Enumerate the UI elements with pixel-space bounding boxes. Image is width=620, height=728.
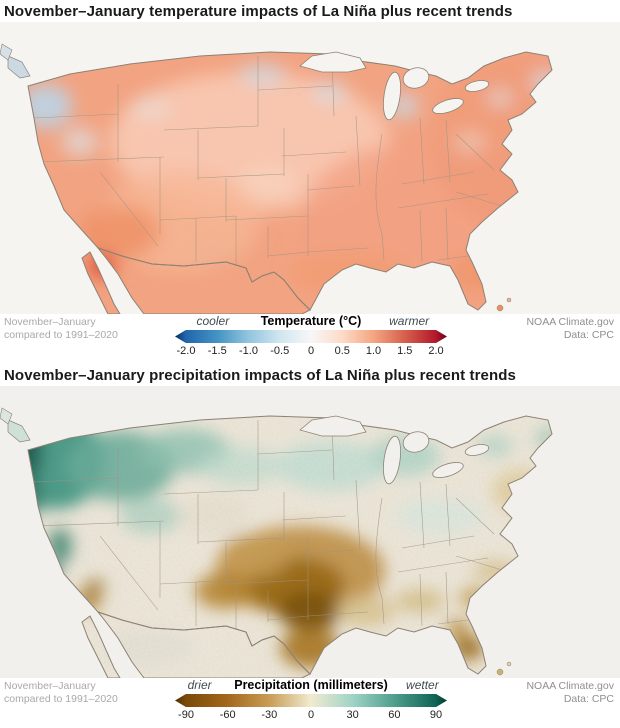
tick-label: -1.0 bbox=[239, 345, 258, 357]
great-lakes bbox=[299, 51, 490, 121]
wetter-label: wetter bbox=[406, 678, 439, 692]
islands bbox=[496, 297, 512, 312]
tick-label: 0.5 bbox=[334, 345, 350, 357]
baseline-note: November–January compared to 1991–2020 bbox=[4, 680, 118, 706]
temperature-footer: November–January compared to 1991–2020 c… bbox=[0, 314, 620, 364]
temperature-map bbox=[0, 22, 620, 314]
precipitation-colorbar-ticks: -90 -60 -30 0 30 60 90 bbox=[178, 709, 442, 723]
temperature-legend: cooler Temperature (°C) warmer -2.0 -1.5… bbox=[154, 314, 468, 359]
temperature-title: November–January temperature impacts of … bbox=[4, 3, 513, 20]
tick-label: -60 bbox=[219, 709, 236, 721]
temperature-map-svg bbox=[0, 22, 620, 314]
precipitation-map-svg bbox=[0, 386, 620, 678]
mexico bbox=[96, 610, 311, 678]
tick-label: 90 bbox=[429, 709, 443, 721]
precipitation-map bbox=[0, 386, 620, 678]
vancouver-island bbox=[7, 419, 31, 443]
la-nina-infographic: November–January temperature impacts of … bbox=[0, 3, 620, 728]
mexico bbox=[96, 246, 311, 314]
baseline-note: November–January compared to 1991–2020 bbox=[4, 316, 118, 342]
vancouver-island bbox=[7, 55, 31, 79]
great-lakes bbox=[299, 415, 490, 485]
precipitation-panel: November–January precipitation impacts o… bbox=[0, 367, 620, 728]
tick-label: 0 bbox=[307, 709, 315, 721]
precipitation-legend: drier Precipitation (millimeters) wetter… bbox=[154, 678, 468, 723]
cooler-label: cooler bbox=[196, 314, 230, 328]
canadian-island bbox=[0, 407, 13, 425]
tick-label: -30 bbox=[261, 709, 278, 721]
temperature-panel: November–January temperature impacts of … bbox=[0, 3, 620, 364]
tick-label: -2.0 bbox=[176, 345, 196, 357]
tick-label: 30 bbox=[346, 709, 359, 721]
state-borders bbox=[33, 56, 503, 266]
coastlines bbox=[27, 51, 553, 314]
warmer-label: warmer bbox=[389, 314, 430, 328]
baja-peninsula bbox=[81, 615, 121, 678]
tick-label: 1.5 bbox=[397, 345, 413, 357]
tick-label: 1.0 bbox=[365, 345, 382, 357]
temperature-colorbar-ticks: -2.0 -1.5 -1.0 -0.5 0 0.5 1.0 1.5 2.0 bbox=[177, 345, 444, 359]
temperature-legend-title: Temperature (°C) bbox=[260, 314, 362, 328]
state-borders bbox=[33, 420, 503, 630]
canadian-island bbox=[0, 43, 13, 61]
data-credit: NOAA Climate.gov Data: CPC bbox=[526, 316, 614, 342]
tick-label: 0 bbox=[307, 345, 315, 357]
data-credit: NOAA Climate.gov Data: CPC bbox=[526, 680, 614, 706]
precipitation-colorbar bbox=[175, 694, 447, 707]
tick-label: -90 bbox=[178, 709, 194, 721]
tick-label: -0.5 bbox=[270, 345, 290, 357]
islands bbox=[496, 661, 512, 676]
precipitation-legend-title: Precipitation (millimeters) bbox=[234, 678, 388, 692]
temperature-colorbar bbox=[175, 330, 447, 343]
coastlines bbox=[27, 415, 553, 678]
tick-label: 60 bbox=[388, 709, 401, 721]
drier-label: drier bbox=[187, 678, 212, 692]
tick-label: -1.5 bbox=[207, 345, 227, 357]
tick-label: 2.0 bbox=[428, 345, 444, 357]
precipitation-footer: November–January compared to 1991–2020 d… bbox=[0, 678, 620, 728]
baja-peninsula bbox=[81, 251, 121, 314]
precipitation-title: November–January precipitation impacts o… bbox=[4, 367, 516, 384]
